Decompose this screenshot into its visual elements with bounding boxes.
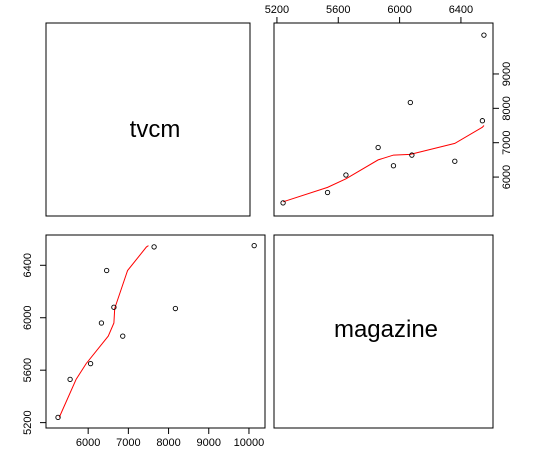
data-point-bottom-left (151, 244, 157, 250)
data-point-bottom-left (104, 267, 110, 274)
panel-frame-magazine-vs-tvcm (45, 234, 266, 429)
magazine-right-tick-label: 8000 (501, 96, 513, 120)
data-point-bottom-left (111, 304, 117, 310)
smooth-line-magazine-vs-tvcm (58, 245, 149, 418)
data-point-bottom-left (98, 320, 105, 326)
panel-frame-magazine-label (273, 234, 494, 429)
data-point-top-right (343, 172, 349, 178)
smooth-lines-layer (58, 125, 485, 418)
magazine-bottom-tick-label: 10000 (234, 437, 265, 449)
data-point-top-right (452, 158, 458, 164)
panel-frame-tvcm-vs-magazine (273, 22, 494, 217)
tvcm-top-tick-label: 5200 (265, 4, 289, 16)
data-point-bottom-left (87, 360, 94, 367)
panel-frame-tvcm-label (45, 22, 251, 217)
data-point-bottom-left (251, 242, 257, 249)
tvcm-left-tick-label: 6000 (22, 305, 34, 329)
data-point-top-right (324, 189, 331, 196)
smooth-line-tvcm-vs-magazine (282, 125, 485, 203)
data-point-bottom-left (67, 376, 73, 383)
magazine-right-tick-label: 9000 (501, 62, 513, 86)
tvcm-top-tick-label: 6000 (387, 4, 411, 16)
data-point-bottom-left (120, 333, 126, 339)
magazine-bottom-tick-label: 6000 (76, 437, 100, 449)
tvcm-top-tick-label: 5600 (326, 4, 350, 16)
magazine-bottom-tick-label: 9000 (197, 437, 221, 449)
data-point-top-right (481, 32, 487, 38)
magazine-right-tick-label: 7000 (501, 130, 513, 154)
points-layer (55, 32, 487, 421)
data-point-top-right (479, 118, 486, 124)
data-point-top-right (375, 144, 381, 151)
data-point-top-right (407, 99, 413, 106)
tvcm-left-tick-label: 5200 (22, 410, 34, 434)
data-point-bottom-left (55, 414, 61, 421)
diagonal-label-tvcm: tvcm (130, 116, 181, 143)
magazine-bottom-tick-label: 8000 (156, 437, 180, 449)
data-point-top-right (280, 200, 286, 206)
diagonal-label-magazine: magazine (334, 316, 438, 343)
magazine-bottom-tick-label: 7000 (116, 437, 140, 449)
data-point-top-right (409, 152, 415, 158)
magazine-right-tick-label: 6000 (501, 165, 513, 189)
axes-layer: 5200 5600 6000 6400 6000 7000 8000 9000 6000 7000… (22, 4, 513, 449)
tvcm-left-tick-label: 5600 (22, 358, 34, 382)
tvcm-left-tick-label: 6400 (22, 253, 34, 277)
data-point-bottom-left (172, 305, 179, 312)
data-point-top-right (390, 163, 397, 169)
tvcm-top-tick-label: 6400 (449, 4, 473, 16)
